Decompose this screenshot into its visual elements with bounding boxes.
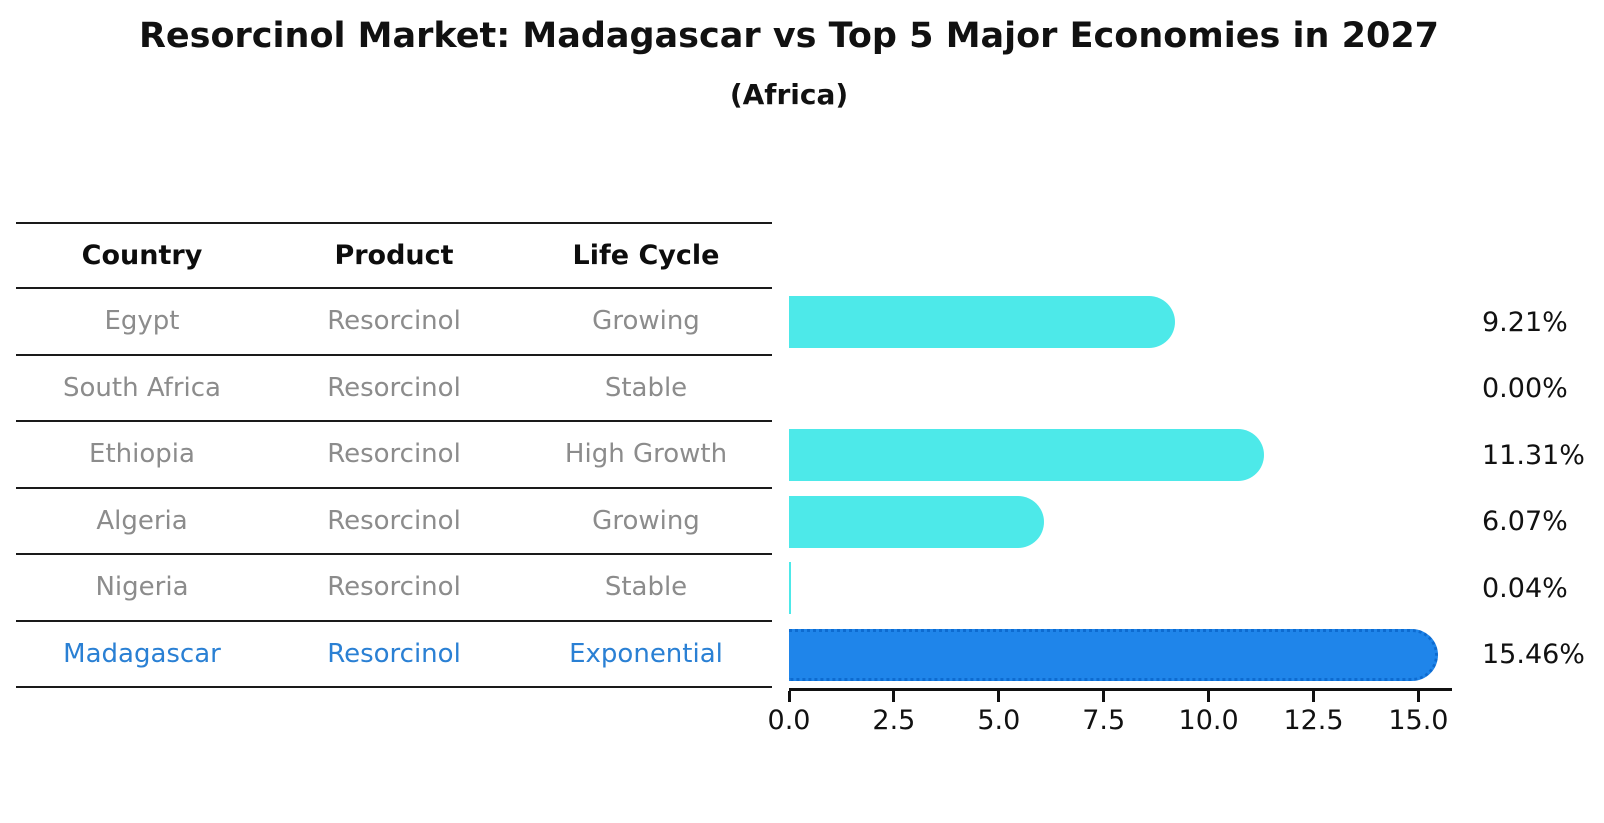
bar-egypt <box>789 296 1176 349</box>
table-row-south-africa: South Africa Resorcinol Stable <box>16 356 772 422</box>
country-cell: Ethiopia <box>89 439 195 470</box>
table-row-nigeria: Nigeria Resorcinol Stable <box>16 555 772 622</box>
x-tick-mark <box>787 691 791 702</box>
column-header-product: Product <box>334 240 454 271</box>
bar-row-south-africa <box>789 356 1452 423</box>
product-cell: Resorcinol <box>327 505 461 536</box>
life-cycle-cell: Exponential <box>569 638 723 669</box>
bar-row-nigeria <box>789 555 1452 622</box>
bar-row-madagascar <box>789 622 1452 689</box>
value-label-egypt: 9.21% <box>1482 306 1568 338</box>
country-table: Country Product Life Cycle Egypt Resorci… <box>16 222 772 688</box>
x-tick-label: 12.5 <box>1283 705 1344 736</box>
value-label-south-africa: 0.00% <box>1482 373 1568 405</box>
bar-algeria <box>789 495 1044 548</box>
life-cycle-cell: High Growth <box>564 439 728 470</box>
bar-plot-area <box>789 289 1452 688</box>
country-cell: Algeria <box>96 505 188 536</box>
chart-title: Resorcinol Market: Madagascar vs Top 5 M… <box>138 16 1440 56</box>
bar-nigeria <box>789 562 791 615</box>
bar-row-algeria <box>789 489 1452 556</box>
column-header-country: Country <box>81 240 203 271</box>
chart-subtitle: (Africa) <box>729 78 849 111</box>
product-cell: Resorcinol <box>327 306 461 337</box>
x-tick-mark <box>892 691 896 702</box>
x-tick-mark <box>1102 691 1106 702</box>
x-tick-mark <box>1207 691 1211 702</box>
x-tick-label: 0.0 <box>767 705 811 736</box>
column-header-life-cycle: Life Cycle <box>572 240 720 271</box>
country-cell: Egypt <box>104 306 180 337</box>
value-label-ethiopia: 11.31% <box>1482 439 1585 471</box>
x-tick-label: 15.0 <box>1388 705 1449 736</box>
country-cell: Nigeria <box>95 572 189 603</box>
product-cell: Resorcinol <box>327 572 461 603</box>
life-cycle-cell: Stable <box>604 572 688 603</box>
bar-madagascar <box>789 628 1438 681</box>
table-row-madagascar: Madagascar Resorcinol Exponential <box>16 622 772 688</box>
table-row-ethiopia: Ethiopia Resorcinol High Growth <box>16 422 772 489</box>
x-tick-label: 7.5 <box>1082 705 1126 736</box>
bar-row-ethiopia <box>789 422 1452 489</box>
life-cycle-cell: Stable <box>604 372 688 403</box>
value-label-algeria: 6.07% <box>1482 506 1568 538</box>
value-label-nigeria: 0.04% <box>1482 572 1568 604</box>
value-label-madagascar: 15.46% <box>1482 639 1585 671</box>
life-cycle-cell: Growing <box>592 306 700 337</box>
bar-ethiopia <box>789 429 1264 482</box>
table-header-row: Country Product Life Cycle <box>16 222 772 289</box>
table-row-algeria: Algeria Resorcinol Growing <box>16 489 772 555</box>
product-cell: Resorcinol <box>327 372 461 403</box>
value-label-column: 9.21% 0.00% 11.31% 6.07% 0.04% 15.46% <box>1482 289 1585 688</box>
x-tick-mark <box>997 691 1001 702</box>
country-cell: Madagascar <box>63 638 221 669</box>
x-tick-label: 2.5 <box>872 705 916 736</box>
country-cell: South Africa <box>63 372 221 403</box>
x-tick-label: 10.0 <box>1178 705 1239 736</box>
x-tick-mark <box>1312 691 1316 702</box>
product-cell: Resorcinol <box>327 638 461 669</box>
x-tick-mark <box>1416 691 1420 702</box>
product-cell: Resorcinol <box>327 439 461 470</box>
life-cycle-cell: Growing <box>592 505 700 536</box>
table-row-egypt: Egypt Resorcinol Growing <box>16 289 772 356</box>
x-tick-label: 5.0 <box>977 705 1021 736</box>
x-axis: 0.0 2.5 5.0 7.5 10.0 12.5 15.0 <box>768 688 1452 736</box>
bar-row-egypt <box>789 289 1452 356</box>
